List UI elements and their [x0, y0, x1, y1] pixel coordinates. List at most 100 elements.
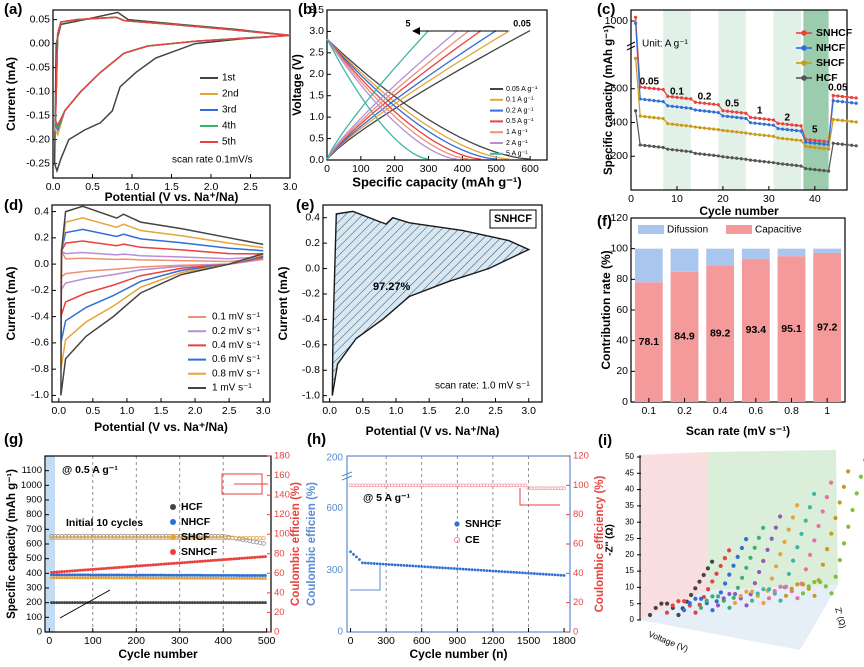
- capacity-point-HCF: [167, 601, 171, 605]
- capacity-point-SHCF: [130, 576, 134, 580]
- ce-point: [348, 483, 353, 488]
- rate-point: [817, 146, 822, 150]
- capacity-point-SHCF: [107, 576, 111, 580]
- y-tick-label: 0: [37, 627, 42, 638]
- initial-cycles-band: [46, 456, 55, 632]
- capacity-point-NHCF: [130, 573, 134, 577]
- capacity-point-HCF: [169, 601, 173, 605]
- plot-frame: [630, 9, 848, 191]
- legend-label: 0.05 A g⁻¹: [506, 86, 538, 93]
- capacity-point-NHCF: [188, 573, 192, 577]
- rate-point: [799, 164, 803, 168]
- eis-point: [748, 555, 753, 560]
- capacity-point-SNHCF: [115, 566, 119, 570]
- eis-point: [727, 548, 732, 553]
- capacity-point-SHCF: [63, 576, 67, 580]
- capacity-point-HCF: [258, 601, 262, 605]
- capacity-point-SHCF: [237, 576, 241, 580]
- capacity-point: [503, 570, 507, 574]
- eis-point: [698, 605, 704, 610]
- rate-point: [684, 124, 688, 128]
- panel-label: (f): [597, 213, 612, 230]
- legend-label-5th: 5th: [222, 137, 236, 148]
- capacity-point: [399, 563, 403, 567]
- ce-point: [532, 486, 537, 491]
- eis-point: [858, 474, 864, 479]
- capacity-point-NHCF: [185, 573, 189, 577]
- capacity-point-SNHCF: [123, 565, 127, 569]
- capacity-point-HCF: [91, 601, 95, 605]
- ce-point: [357, 483, 362, 488]
- ce-point: [538, 486, 543, 491]
- capacity-point-SHCF: [196, 576, 200, 580]
- rate-point: [707, 109, 711, 114]
- ce-point: [437, 483, 442, 488]
- ce-point: [428, 483, 433, 488]
- rate-point: [781, 122, 785, 126]
- inset-label: Initial 10 cycles: [66, 517, 143, 529]
- capacity-point: [361, 561, 364, 565]
- eis-point: [854, 491, 859, 496]
- capacity-point-NHCF: [206, 573, 210, 577]
- capacity-point-NHCF: [78, 573, 82, 577]
- capacity-point-SNHCF: [146, 563, 150, 567]
- bar-value-label: 95.1: [781, 323, 802, 335]
- y-tick-label: 120: [610, 212, 628, 224]
- y-axis-title: Voltage (V): [290, 54, 304, 116]
- ce-point: [496, 483, 501, 488]
- rate-point: [661, 145, 665, 150]
- capacity-point-HCF: [57, 601, 61, 605]
- legend-label: 0.4 mV s⁻¹: [212, 340, 261, 351]
- capacity-point-HCF: [240, 601, 244, 605]
- capacity-point-SNHCF: [89, 568, 93, 572]
- x-tick-label: 0.6: [749, 405, 764, 417]
- plot-frame: [346, 455, 571, 633]
- eis-point: [697, 579, 702, 584]
- capacity-point-SHCF: [240, 576, 244, 580]
- capacity-point-HCF: [81, 601, 85, 605]
- capacity-point-NHCF: [258, 574, 262, 578]
- legend-swatch-capacitive: [726, 225, 752, 234]
- y-tick-label: 0.0: [305, 262, 320, 274]
- capacity-point: [444, 566, 447, 570]
- capacity-point-HCF: [123, 601, 127, 605]
- z-tick-label: 5: [630, 599, 635, 608]
- rate-point: [849, 101, 854, 105]
- capacity-point-SNHCF: [55, 570, 59, 574]
- rate-point: [643, 85, 647, 90]
- rate-point: [781, 127, 785, 131]
- rate-point: [804, 166, 808, 171]
- rate-point: [808, 138, 812, 142]
- capacity-point-SHCF: [190, 576, 194, 580]
- rate-point: [744, 131, 748, 135]
- capacity-point-NHCF: [175, 573, 179, 577]
- legend-label: 2 A g⁻¹: [506, 140, 528, 147]
- ce-point: [544, 486, 549, 491]
- x-tick-label: 2.0: [455, 405, 470, 417]
- eis-point: [812, 491, 817, 497]
- x-tick-label: 1.5: [154, 405, 169, 417]
- ce-point: [467, 483, 472, 488]
- capacity-point-HCF: [102, 601, 106, 605]
- ce-point: [440, 483, 445, 488]
- capacity-point: [455, 567, 459, 571]
- capacity-point-NHCF: [76, 573, 80, 577]
- capacity-point-SHCF: [117, 576, 121, 580]
- rate-point: [652, 144, 656, 149]
- x-axis-title: Potential (V vs. Na⁺/Na): [105, 190, 239, 204]
- eis-point: [727, 572, 732, 577]
- y-tick-label: 20: [616, 365, 628, 377]
- rate-point: [753, 132, 757, 136]
- capacity-point: [491, 569, 495, 573]
- capacity-point-SNHCF: [229, 557, 233, 561]
- eis-point: [841, 484, 847, 490]
- eis-point: [837, 557, 843, 563]
- capacity-point-NHCF: [141, 573, 145, 577]
- capacity-point-HCF: [201, 601, 205, 605]
- rate-label: 5: [812, 125, 818, 136]
- rate-point: [813, 145, 817, 150]
- capacity-point-SNHCF: [250, 556, 254, 560]
- capacity-point: [479, 568, 483, 572]
- capacity-point-NHCF: [193, 573, 197, 577]
- rate-point: [767, 134, 771, 138]
